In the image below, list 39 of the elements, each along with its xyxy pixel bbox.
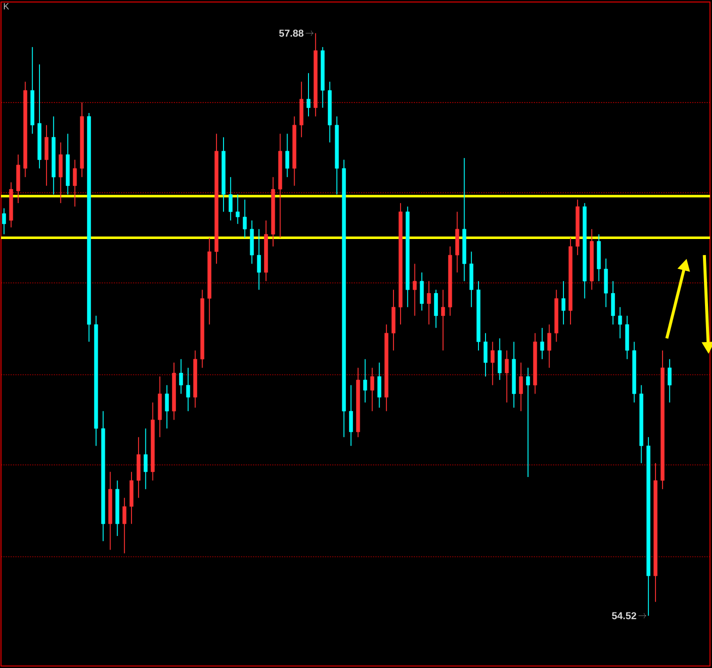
annotation: 57.88 <box>279 30 304 37</box>
candlestick <box>434 289 438 328</box>
candlestick <box>540 327 544 360</box>
candlestick <box>144 428 148 490</box>
annotation: 54.52 <box>612 612 636 620</box>
candlestick <box>2 208 6 235</box>
candlestick <box>370 367 374 412</box>
candlestick <box>562 280 566 325</box>
candlestick <box>58 142 63 204</box>
candlestick <box>122 497 126 554</box>
candlestick <box>377 362 382 408</box>
candlestick <box>179 358 183 394</box>
candlestick <box>498 338 502 380</box>
candlestick <box>236 194 240 224</box>
candlestick <box>668 358 672 403</box>
candlestick <box>519 362 523 412</box>
candlestick <box>420 272 424 312</box>
candlestick <box>228 176 233 221</box>
candlestick <box>484 332 488 377</box>
candlestick <box>306 72 310 117</box>
candlestick <box>257 228 261 290</box>
candlestick <box>547 324 552 368</box>
candlestick <box>285 133 290 178</box>
candlestick <box>526 367 530 478</box>
candlestick <box>164 384 169 429</box>
candlestick <box>72 159 77 208</box>
candlestick <box>44 124 48 186</box>
chart-title: K <box>4 3 10 10</box>
candlestick <box>618 306 622 339</box>
candlestick <box>504 350 509 403</box>
candlestick <box>412 263 417 316</box>
candlestick <box>186 367 190 412</box>
candlestick <box>441 289 445 351</box>
candlestick <box>611 280 615 325</box>
candlestick <box>490 341 495 386</box>
candlestick <box>426 280 431 325</box>
candlestick <box>242 199 247 238</box>
candlestick <box>349 384 353 446</box>
candlestick <box>363 358 368 403</box>
